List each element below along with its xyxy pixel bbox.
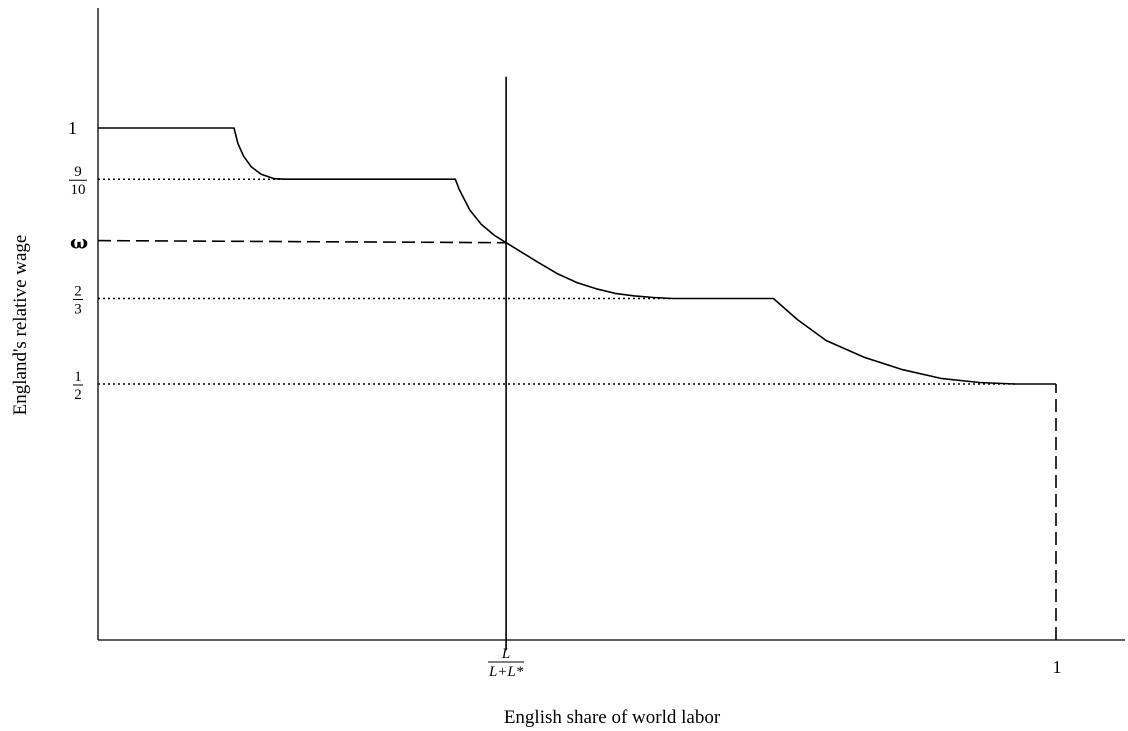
y-tick-label-3: 23 [73,283,83,317]
x-tick-denominator: L+L* [488,664,524,680]
x-tick-numerator: L [501,646,510,662]
x-axis-title: English share of world labor [504,707,721,728]
x-tick-labels: L L+L* 1 [488,646,1062,680]
y-tick-denominator: 10 [71,182,86,198]
y-tick-numerator: 2 [74,283,82,299]
series-line-solid-0 [98,127,1056,385]
y-tick-label-0: 1 [68,118,77,138]
y-axis-title: England's relative wage [10,235,31,416]
series-line-dashed-2 [97,239,507,244]
y-tick-denominator: 2 [74,387,82,403]
y-tick-denominator: 3 [74,301,82,317]
y-tick-numerator: 9 [74,164,82,180]
y-tick-numerator: 1 [74,369,82,385]
axes [97,8,1125,641]
y-tick-label-1: 910 [69,164,87,198]
series-layer [97,76,1057,651]
x-tick-label-0: L L+L* [488,646,525,680]
x-tick-label-1: 1 [1053,657,1062,677]
y-tick-label-2: ω [70,232,88,254]
y-tick-label-4: 12 [73,369,83,403]
